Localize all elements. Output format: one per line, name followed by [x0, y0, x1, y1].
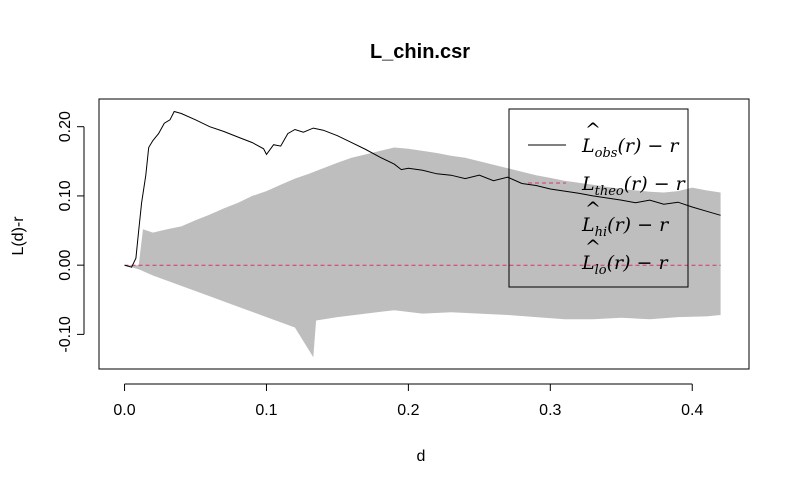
x-tick-label: 0.3	[539, 402, 561, 419]
x-axis-label: d	[417, 448, 426, 465]
series-line-layer	[124, 110, 721, 268]
legend-entry-hi: Lhi(r) − r	[581, 214, 670, 240]
y-tick-label: 0.20	[57, 111, 74, 142]
legend-hat-obs: ^	[585, 119, 601, 141]
x-tick-label: 0.0	[113, 402, 135, 419]
envelope-band-layer	[124, 147, 721, 358]
legend-hat-lo: ^	[585, 236, 601, 258]
legend-hat-hi: ^	[585, 198, 601, 220]
x-tick-label: 0.2	[397, 402, 419, 419]
y-axis: -0.10 0.00 0.10 0.20	[57, 111, 85, 353]
x-tick-label: 0.4	[681, 402, 703, 419]
y-tick-label: -0.10	[57, 316, 74, 353]
legend-box	[508, 108, 689, 288]
legend-entry-obs: Lobs(r) − r	[581, 135, 680, 161]
y-axis-label: L(d)-r	[10, 216, 27, 256]
legend-entry-theo: Ltheo(r) − r	[581, 173, 687, 199]
x-tick-label: 0.1	[255, 402, 277, 419]
envelope-band	[124, 147, 721, 358]
x-axis: 0.0 0.1 0.2 0.3 0.4	[113, 383, 703, 419]
legend-entry-lo: Llo(r) − r	[581, 252, 670, 278]
obs-line	[124, 110, 721, 268]
y-tick-label: 0.10	[57, 180, 74, 211]
y-tick-label: 0.00	[57, 250, 74, 281]
plot-frame	[98, 98, 750, 370]
chart-title: L_chin.csr	[370, 41, 470, 63]
